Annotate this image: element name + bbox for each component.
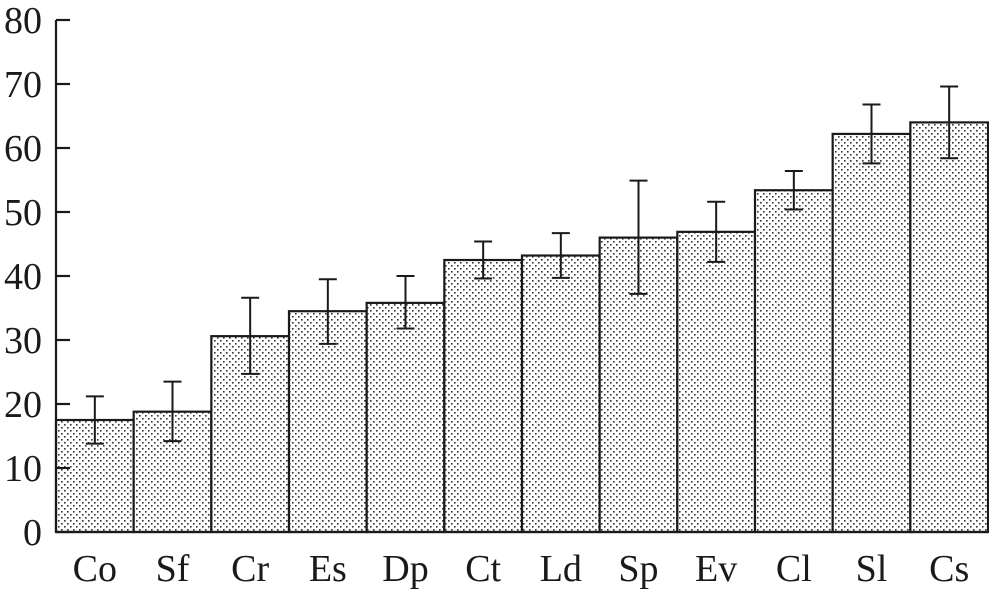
bar-ld bbox=[520, 254, 601, 534]
error-bar-cs bbox=[940, 85, 959, 160]
x-tick-label: Sp bbox=[618, 548, 658, 590]
error-bar-sp bbox=[629, 179, 648, 295]
bars-group bbox=[54, 121, 989, 534]
error-bar-sf bbox=[163, 380, 182, 443]
x-tick-label: Dp bbox=[382, 548, 428, 590]
error-bar-es bbox=[318, 278, 337, 345]
bar-ev bbox=[676, 230, 757, 534]
error-bar-ev bbox=[707, 200, 726, 263]
y-tick-label: 40 bbox=[4, 256, 42, 298]
x-tick-label: Ld bbox=[540, 548, 582, 590]
error-bars-group bbox=[85, 85, 959, 445]
y-tick-label: 50 bbox=[4, 192, 42, 234]
y-ticks-group: 0 10 20 30 40 50 60 70 80 bbox=[4, 0, 70, 554]
y-tick-label: 20 bbox=[4, 384, 42, 426]
bar-ct bbox=[443, 258, 524, 534]
x-tick-label: Sf bbox=[156, 548, 190, 590]
x-tick-label: Cl bbox=[776, 548, 812, 590]
error-bar-cl bbox=[784, 170, 803, 211]
y-tick-label: 70 bbox=[4, 64, 42, 106]
x-labels-group: Co Sf Cr Es Dp Ct Ld Sp Ev Cl Sl Cs bbox=[73, 548, 970, 590]
bar-sl bbox=[831, 132, 912, 534]
x-tick-label: Ct bbox=[465, 548, 501, 590]
x-tick-label: Sl bbox=[856, 548, 888, 590]
x-tick-label: Co bbox=[73, 548, 117, 590]
y-tick-label: 80 bbox=[4, 0, 42, 42]
bar-cl bbox=[753, 189, 834, 534]
error-bar-sl bbox=[862, 103, 881, 165]
bar-cs bbox=[909, 121, 989, 534]
x-tick-label: Es bbox=[309, 548, 347, 590]
y-tick-label: 10 bbox=[4, 448, 42, 490]
x-tick-label: Ev bbox=[695, 548, 737, 590]
error-bar-dp bbox=[396, 275, 415, 330]
error-bar-cr bbox=[241, 296, 260, 375]
y-tick-label: 0 bbox=[23, 512, 42, 554]
bar-dp bbox=[365, 301, 446, 534]
x-tick-label: Cs bbox=[929, 548, 969, 590]
y-tick-label: 30 bbox=[4, 320, 42, 362]
error-bar-ct bbox=[474, 240, 493, 280]
y-tick-label: 60 bbox=[4, 128, 42, 170]
error-bar-ld bbox=[551, 232, 570, 279]
x-tick-label: Cr bbox=[231, 548, 269, 590]
error-bar-co bbox=[85, 395, 104, 445]
